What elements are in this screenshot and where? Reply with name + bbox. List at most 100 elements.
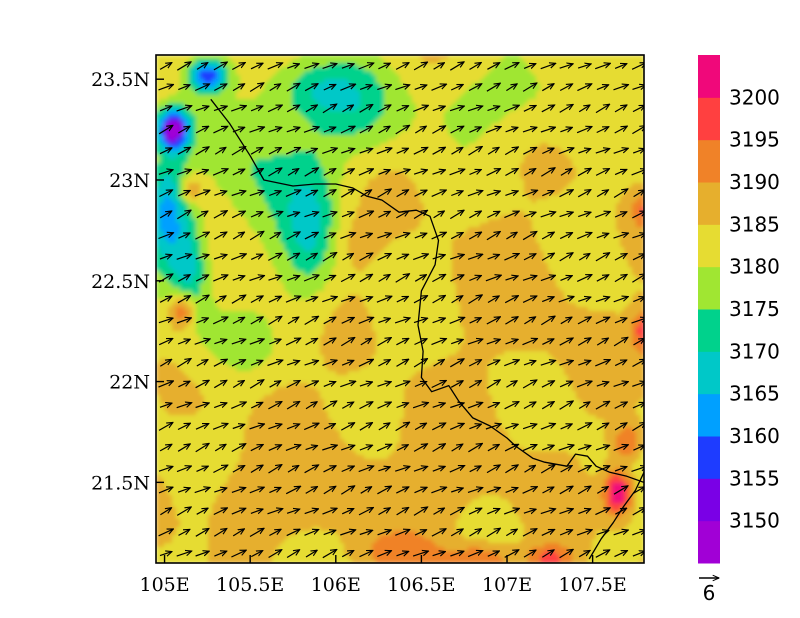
wind-vector [231,339,246,345]
wind-vector [596,338,608,346]
wind-vector [194,487,210,494]
wind-vector [268,465,282,474]
wind-vector [212,317,228,325]
wind-vector [195,424,209,430]
wind-vector [340,530,355,536]
wind-vector [305,149,318,154]
wind-vector [268,296,282,303]
wind-vector [469,466,481,473]
wind-vector [468,147,483,156]
wind-vector [432,255,446,259]
wind-vector [177,275,190,282]
wind-vector [232,127,245,132]
wind-vector [360,190,372,198]
wind-vector [486,191,501,195]
wind-vector [159,403,172,407]
wind-vector [286,550,300,559]
wind-vector [213,275,228,282]
wind-vector [559,104,573,113]
wind-vector [177,423,190,431]
wind-vector [396,487,409,494]
wind-vector [558,297,574,303]
wind-vector [560,466,573,473]
wind-vector [487,147,499,155]
wind-vector [431,381,447,389]
wind-vector [505,465,518,474]
wind-vector [178,85,190,91]
wind-vector [614,274,627,283]
wind-vector [195,380,210,389]
reference-vector-label: 6 [703,581,716,605]
wind-vector [487,63,499,70]
wind-vector [231,147,246,156]
wind-vector [414,487,428,494]
wind-vector [178,381,190,388]
wind-vector [413,210,427,220]
wind-vector [268,168,282,177]
wind-vector [503,508,519,515]
wind-vector [267,509,283,515]
wind-vector [522,83,537,92]
wind-vector [431,339,447,346]
wind-vector [178,529,190,536]
wind-vector [158,318,173,324]
wind-vector [633,190,644,198]
wind-vector [231,191,246,197]
plot-area [156,55,644,563]
lat-tick-label: 22N [109,372,150,394]
wind-vector [250,445,263,452]
wind-vector [595,317,610,325]
wind-vector [285,296,301,303]
wind-vector [359,551,373,558]
wind-vector [486,83,500,92]
wind-vector [469,424,481,429]
wind-vector [323,466,337,473]
wind-vector [450,233,463,240]
wind-vector [323,317,336,325]
wind-vector [176,551,192,557]
colorbar-swatch [698,182,720,225]
wind-vector [560,276,573,281]
wind-vector [158,85,174,91]
wind-vector [595,445,610,451]
wind-vector [505,276,519,280]
wind-vector [232,84,245,92]
wind-vector [468,232,481,240]
wind-vector [286,361,300,365]
wind-vector [285,445,301,451]
wind-vector [522,296,537,303]
wind-vector [414,190,428,197]
wind-vector [177,444,190,452]
wind-vector [376,296,392,303]
wind-vector [340,189,354,198]
wind-vector [613,486,628,495]
wind-vector [194,190,210,197]
wind-vector [358,169,374,176]
wind-vector [250,402,263,409]
wind-vector [505,488,518,493]
wind-vector [323,169,336,176]
colorbar-swatch [698,266,720,310]
wind-vector [340,84,355,91]
wind-vector [412,551,428,557]
wind-vector [541,529,555,536]
wind-vector [578,509,590,515]
wind-vector [633,487,644,494]
wind-vector [286,105,300,113]
wind-vector [176,106,192,112]
colorbar-swatch [698,55,720,98]
wind-vector [540,360,556,366]
wind-vector [467,488,483,493]
wind-vector [213,62,227,71]
wind-vector [541,381,555,388]
wind-vector [230,106,246,112]
wind-vector [614,402,628,409]
wind-vector [596,487,608,494]
wind-vector [431,190,447,197]
wind-vector [159,211,172,219]
wind-vector [486,488,501,493]
wind-vector [505,127,518,131]
wind-vector [269,529,281,537]
wind-vector [231,550,246,558]
wind-vector [214,551,226,557]
